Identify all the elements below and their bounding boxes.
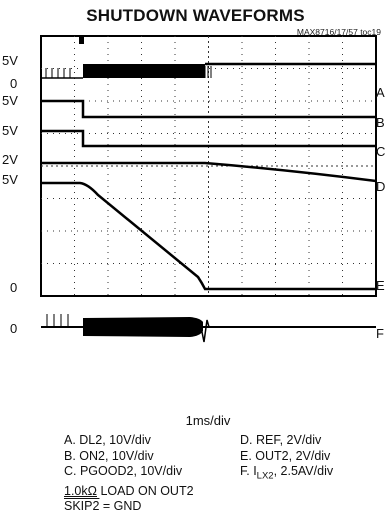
trace-f-spike [200, 319, 210, 343]
legend-item-d: D. REF, 2V/div [240, 433, 322, 447]
legend-item-b: B. ON2, 10V/div [64, 448, 154, 463]
legend-item-e: E. OUT2, 2V/div [240, 448, 331, 463]
trace-d [41, 161, 377, 183]
skip-name: SKIP2 [64, 499, 100, 513]
right-label-b: B [376, 115, 385, 130]
legend-item-c: C. PGOOD2, 10V/div [64, 464, 183, 478]
traces [41, 62, 377, 343]
skip-condition: SKIP2 = GND [64, 499, 141, 514]
left-label-e: 5V [2, 172, 18, 187]
left-label-a-zero: 0 [10, 76, 18, 91]
legend-col-2: D. REF, 2V/div E. OUT2, 2V/div F. ILX2, … [240, 433, 333, 484]
left-label-b: 5V [2, 93, 18, 108]
left-label-f-zero: 0 [10, 321, 18, 336]
legend-item-f: F. ILX2, 2.5AV/div [240, 464, 333, 484]
load-condition: 1.0kΩ LOAD ON OUT2 [64, 484, 194, 499]
load-value: 1.0kΩ [64, 484, 97, 498]
trace-e [41, 181, 376, 291]
timebase-label: 1ms/div [185, 413, 231, 428]
figure-id: MAX8716/17/57 toc19 [296, 27, 381, 37]
left-label-a: 5V [2, 53, 18, 68]
right-label-a: A [376, 85, 385, 100]
trace-b [41, 99, 376, 119]
right-label-c: C [376, 144, 386, 159]
legend-f-suffix: , 2.5AV/div [273, 464, 334, 478]
right-label-f: F [376, 326, 384, 341]
skip-rest: = GND [99, 499, 142, 513]
trace-f-burst [83, 317, 203, 337]
chart-title: SHUTDOWN WAVEFORMS [86, 6, 305, 25]
trigger-marker [79, 36, 84, 44]
legend-f-subscript: LX2 [256, 470, 274, 482]
right-label-d: D [376, 179, 386, 194]
legend-col-1: A. DL2, 10V/div B. ON2, 10V/div C. PGOOD… [64, 433, 182, 480]
trace-c [41, 129, 376, 148]
left-label-e-zero: 0 [10, 280, 18, 295]
left-label-c: 5V [2, 123, 18, 138]
legend-item-a: A. DL2, 10V/div [64, 433, 151, 447]
graticule [41, 36, 376, 296]
legend-f-prefix: F. I [240, 464, 257, 478]
left-label-d: 2V [2, 152, 18, 167]
right-label-e: E [376, 278, 385, 293]
trace-a-burst [83, 64, 205, 78]
load-rest: LOAD ON OUT2 [96, 484, 194, 498]
